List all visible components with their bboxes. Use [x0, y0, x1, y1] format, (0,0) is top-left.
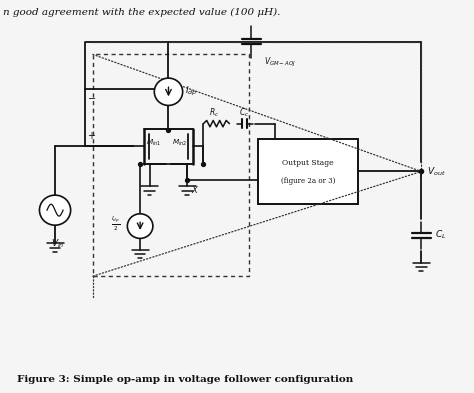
Circle shape — [39, 195, 71, 225]
Text: Output Stage: Output Stage — [282, 159, 334, 167]
Bar — [93, 54, 249, 276]
Text: (figure 2a or 3): (figure 2a or 3) — [281, 178, 335, 185]
Circle shape — [155, 78, 182, 105]
Circle shape — [128, 214, 153, 239]
Text: $V_{out}$: $V_{out}$ — [427, 165, 446, 178]
Text: $R_c$: $R_c$ — [209, 107, 219, 119]
Text: $C_c$: $C_c$ — [239, 107, 250, 119]
Text: $V_{GM-AOJ}$: $V_{GM-AOJ}$ — [264, 56, 296, 69]
Text: n good agreement with the expected value (100 μH).: n good agreement with the expected value… — [3, 7, 281, 17]
Text: $X$: $X$ — [191, 184, 200, 195]
Text: $+$: $+$ — [87, 130, 96, 141]
Text: $V_{in}$: $V_{in}$ — [51, 237, 65, 250]
Bar — [258, 139, 357, 204]
Text: $C_L$: $C_L$ — [435, 229, 446, 241]
Text: $I_{dp}$: $I_{dp}$ — [185, 85, 197, 98]
Text: $-$: $-$ — [87, 92, 96, 102]
Text: $\frac{I_{dp}}{2}$: $\frac{I_{dp}}{2}$ — [111, 215, 120, 233]
Text: $M_{in2}$: $M_{in2}$ — [172, 138, 187, 148]
Text: Figure 3: Simple op-amp in voltage follower configuration: Figure 3: Simple op-amp in voltage follo… — [17, 375, 354, 384]
Text: $M_{in1}$: $M_{in1}$ — [146, 138, 162, 148]
